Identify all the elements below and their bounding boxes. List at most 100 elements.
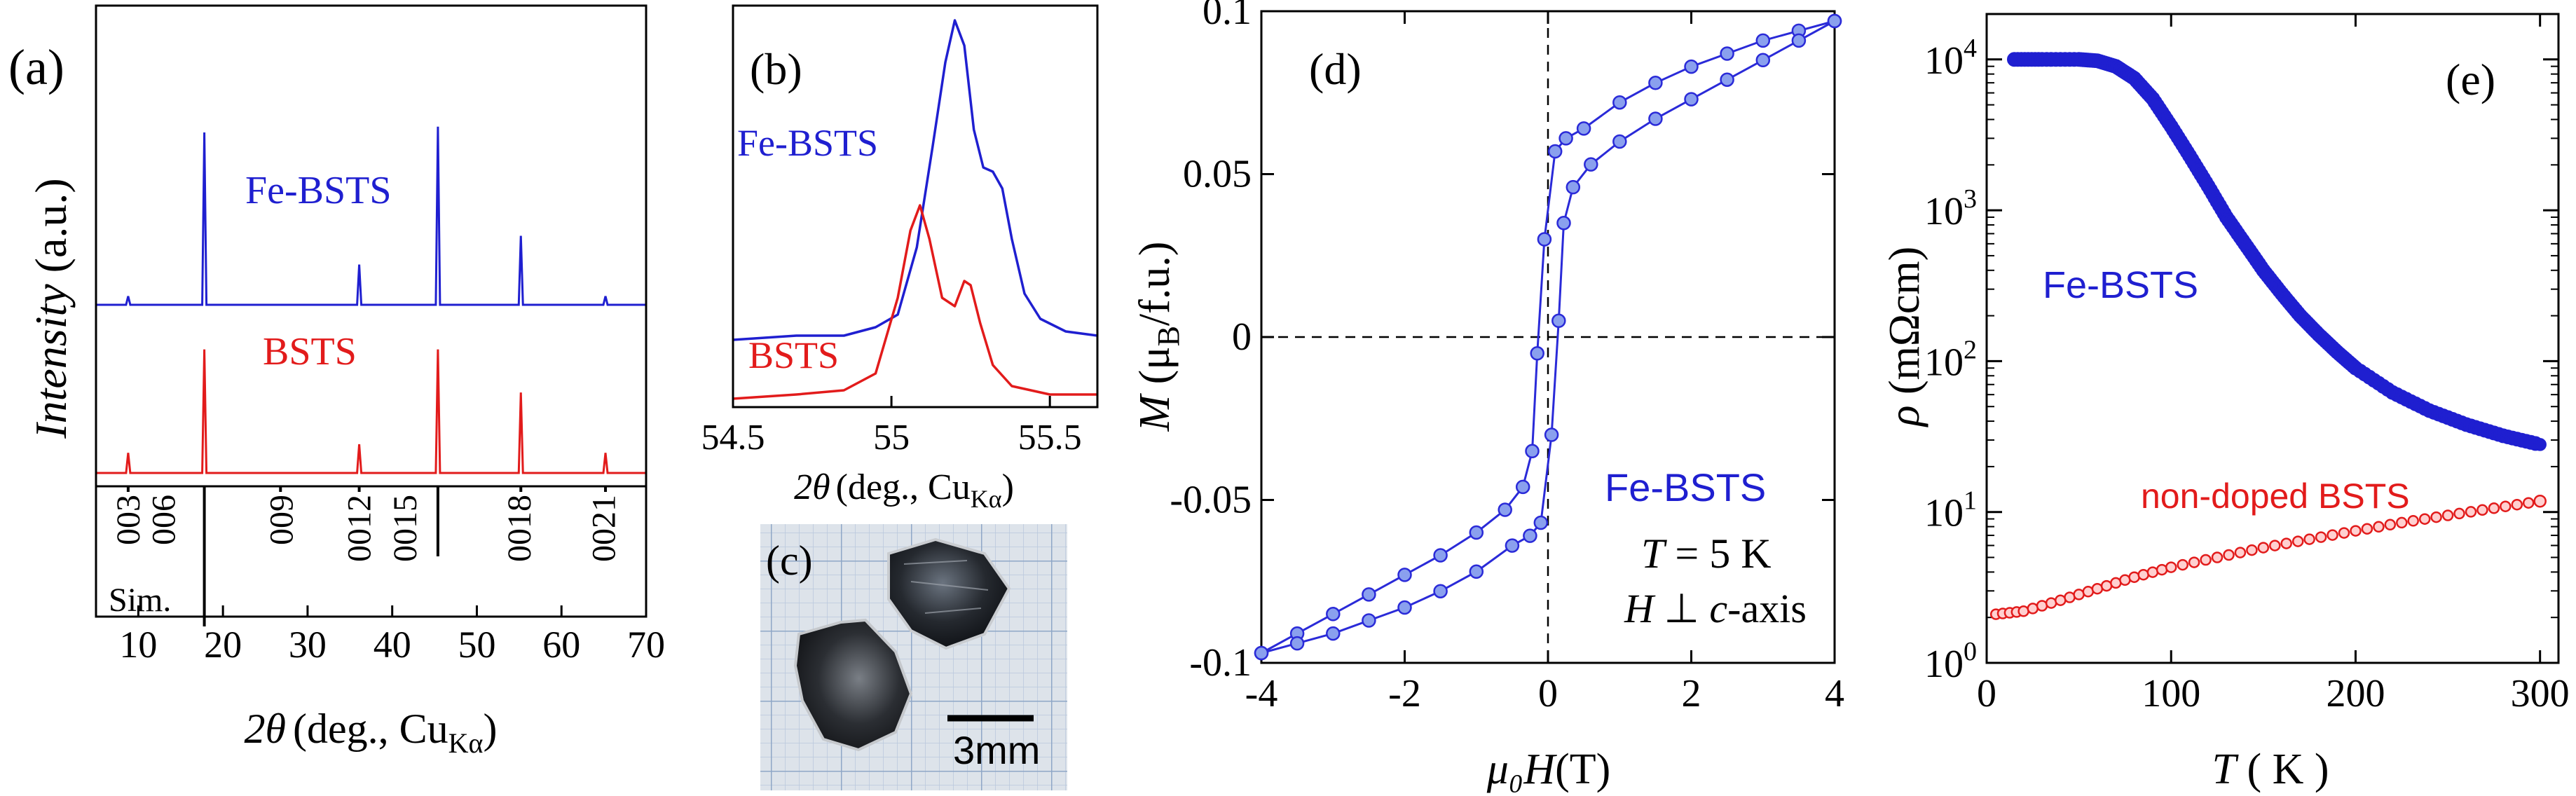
data-point-non-doped	[2055, 594, 2067, 606]
panel-d: -4 -2 0 2 4 -0.1 -0.05 0 0.05 0.1 (d) Fe-BSTS T =…	[1131, 0, 1844, 793]
data-point-non-doped	[2177, 558, 2188, 571]
data-point-non-doped	[2511, 498, 2523, 511]
panel-d-sample-label: Fe-BSTS	[1605, 465, 1766, 509]
series-line-bsts	[732, 204, 1097, 400]
data-point-non-doped	[2073, 589, 2085, 601]
x-tick-label: -4	[1245, 672, 1278, 715]
y-tick-label: 102	[1924, 335, 1977, 384]
data-point	[1576, 121, 1591, 136]
data-point-non-doped	[2211, 551, 2224, 563]
data-point-non-doped	[2036, 600, 2048, 612]
x-tick-label: 40	[374, 624, 411, 666]
data-point	[1720, 72, 1734, 87]
panel-d-label: (d)	[1309, 44, 1362, 94]
data-point	[1755, 53, 1771, 68]
y-tick-label: 0	[1232, 315, 1252, 359]
data-point	[1720, 46, 1734, 61]
data-point-non-doped	[2017, 605, 2029, 617]
panel-a-frame	[95, 4, 648, 618]
data-point-non-doped	[2100, 579, 2113, 592]
data-point	[1612, 134, 1627, 149]
hkl-label: 0021	[586, 495, 623, 562]
series-line-fe-bsts	[732, 19, 1098, 341]
data-point	[1584, 157, 1598, 172]
x-tick-label: 20	[204, 624, 242, 666]
x-tick-label: 55	[873, 418, 910, 458]
data-point-non-doped	[2488, 502, 2500, 514]
data-point-non-doped	[2500, 500, 2512, 512]
data-point	[1525, 444, 1540, 459]
data-point-non-doped	[2146, 566, 2159, 578]
panel-b-legend-fe-bsts: Fe-BSTS	[737, 122, 878, 164]
y-tick-label: 0.05	[1183, 153, 1252, 196]
x-tick-label: 100	[2142, 672, 2200, 715]
data-point-non-doped	[2188, 556, 2200, 568]
data-point	[1515, 479, 1530, 495]
data-point-non-doped	[2338, 527, 2350, 539]
scale-bar-label: 3mm	[953, 728, 1040, 772]
panel-c-label: (c)	[766, 537, 813, 584]
loop-line	[1261, 20, 1835, 654]
data-point-non-doped	[2156, 563, 2168, 576]
sample-photo	[760, 524, 1067, 790]
data-point	[1254, 645, 1269, 661]
panel-b-x-ticks: 54.5 55 55.5	[701, 396, 1082, 458]
data-point	[1498, 502, 1512, 517]
panel-a-x-axis-label: 2θ (deg., CuKα)	[245, 706, 498, 759]
data-point-non-doped	[2441, 509, 2454, 521]
data-point	[1684, 92, 1699, 107]
data-point-non-doped	[2453, 507, 2465, 520]
y-tick-label: -0.1	[1189, 641, 1252, 685]
data-point-last	[2533, 438, 2547, 451]
data-point	[1556, 216, 1571, 231]
data-point	[1827, 13, 1842, 29]
data-point-non-doped	[2045, 597, 2057, 609]
hkl-label: 0012	[341, 495, 378, 562]
y-tick-label: 100	[1924, 637, 1977, 686]
data-point-non-doped	[2119, 574, 2131, 586]
panel-e-label: (e)	[2446, 55, 2495, 104]
data-point	[1289, 636, 1305, 651]
x-tick-label: 30	[289, 624, 327, 666]
series-line-fe-bsts	[96, 126, 646, 306]
data-point-non-doped	[2476, 504, 2488, 516]
data-point	[1326, 607, 1341, 622]
crystal-2	[793, 618, 913, 752]
panel-e-y-axis-label: ρ (mΩcm)	[1881, 247, 1928, 428]
data-point-non-doped	[2257, 542, 2270, 554]
hkl-label: 0018	[501, 495, 538, 562]
panel-b: 54.5 55 55.5 (b) Fe-BSTS BSTS 2θ (deg., CuK…	[701, 4, 1099, 513]
x-tick-label: 4	[1825, 672, 1844, 715]
x-tick-label: 70	[627, 624, 665, 666]
data-point-non-doped	[2373, 521, 2385, 533]
data-point-non-doped	[2465, 506, 2477, 518]
data-point	[1505, 538, 1520, 553]
data-point-non-doped	[2027, 603, 2039, 615]
data-point-non-doped	[2291, 535, 2304, 547]
x-tick-label: 54.5	[701, 418, 765, 458]
panel-e-frame	[1985, 13, 2560, 664]
loop-line	[1261, 20, 1835, 654]
data-point	[1551, 313, 1566, 329]
panel-e-legend-fe-bsts: Fe-BSTS	[2043, 264, 2198, 306]
y-tick-label: 103	[1924, 184, 1977, 233]
panel-d-plot-area	[1254, 13, 1842, 661]
data-point	[1469, 525, 1484, 540]
data-point-non-doped	[2091, 582, 2104, 595]
series-line-bsts	[96, 349, 646, 474]
data-point-non-doped	[2350, 525, 2362, 537]
data-point	[1648, 76, 1663, 90]
hkl-label: 003	[110, 495, 147, 545]
x-tick-label: 10	[119, 624, 157, 666]
x-tick-label: -2	[1388, 672, 1421, 715]
data-point	[1755, 33, 1771, 48]
data-point-last	[2533, 494, 2547, 508]
y-tick-label: 101	[1924, 486, 1977, 535]
panel-b-plot-area	[732, 19, 1098, 400]
data-point-non-doped	[2234, 547, 2247, 558]
data-point	[1362, 587, 1376, 602]
data-point-non-doped	[2361, 523, 2373, 535]
